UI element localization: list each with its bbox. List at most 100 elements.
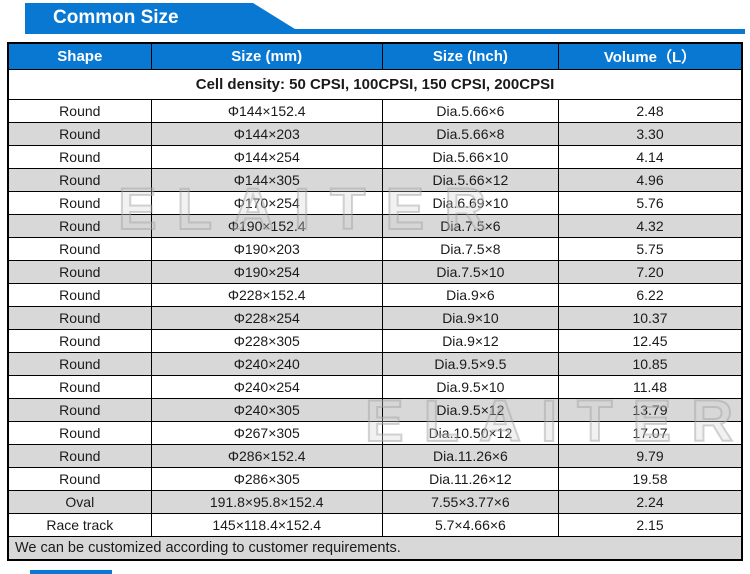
table-row: Round Φ228×254 Dia.9×10 10.37 (7, 306, 743, 330)
table-cell: Φ190×254 (150, 260, 383, 284)
table-cell: Dia.7.5×10 (381, 260, 559, 284)
table-cell: Dia.9.5×12 (381, 398, 559, 422)
section-title: Common Size (53, 7, 179, 28)
table-cell: 7.55×3.77×6 (381, 490, 559, 514)
column-header-size-inch: Size (Inch) (381, 42, 559, 70)
table-cell: Round (7, 260, 152, 284)
table-cell: 5.7×4.66×6 (381, 513, 559, 537)
table-cell: Race track (7, 513, 152, 537)
table-cell: 5.75 (557, 237, 743, 261)
table-cell: Dia.11.26×12 (381, 467, 559, 491)
table-cell: Φ144×152.4 (150, 99, 383, 123)
table-row: Round Φ228×305 Dia.9×12 12.45 (7, 329, 743, 353)
table-cell: Round (7, 283, 152, 307)
table-row: Round Φ170×254 Dia.6.69×10 5.76 (7, 191, 743, 215)
section-banner-wrap: Common Size (25, 3, 745, 34)
table-cell: 11.48 (557, 375, 743, 399)
table-cell: Φ170×254 (150, 191, 383, 215)
table-cell: Dia.5.66×10 (381, 145, 559, 169)
table-cell: Dia.7.5×8 (381, 237, 559, 261)
table-row: Round Φ228×152.4 Dia.9×6 6.22 (7, 283, 743, 307)
table-cell: Φ190×203 (150, 237, 383, 261)
cell-density-caption: Cell density: 50 CPSI, 100CPSI, 150 CPSI… (7, 69, 743, 100)
table-cell: Φ240×305 (150, 398, 383, 422)
table-cell: Round (7, 352, 152, 376)
table-cell: Dia.5.66×12 (381, 168, 559, 192)
column-header-volume: Volume（L） (557, 42, 743, 70)
banner-underline (25, 29, 745, 34)
column-header-size-mm: Size (mm) (150, 42, 383, 70)
table-cell: 2.24 (557, 490, 743, 514)
table-cell: Φ228×152.4 (150, 283, 383, 307)
table-row: Round Φ240×240 Dia.9.5×9.5 10.85 (7, 352, 743, 376)
table-cell: Round (7, 99, 152, 123)
table-cell: Round (7, 421, 152, 445)
table-cell: 17.07 (557, 421, 743, 445)
table-row: Round Φ286×152.4 Dia.11.26×6 9.79 (7, 444, 743, 468)
table-cell: 10.85 (557, 352, 743, 376)
table-row: Race track 145×118.4×152.4 5.7×4.66×6 2.15 (7, 513, 743, 537)
table-cell: Φ267×305 (150, 421, 383, 445)
table-cell: Round (7, 191, 152, 215)
table-cell: 19.58 (557, 467, 743, 491)
table-cell: Round (7, 306, 152, 330)
table-row: Round Φ190×152.4 Dia.7.5×6 4.32 (7, 214, 743, 238)
table-cell: Dia.9×6 (381, 283, 559, 307)
table-header-row: Shape Size (mm) Size (Inch) Volume（L） (7, 42, 743, 70)
table-cell: 145×118.4×152.4 (150, 513, 383, 537)
table-cell: 7.20 (557, 260, 743, 284)
table-cell: 5.76 (557, 191, 743, 215)
table-cell: 4.14 (557, 145, 743, 169)
table-row: Round Φ190×254 Dia.7.5×10 7.20 (7, 260, 743, 284)
table-row: Round Φ144×203 Dia.5.66×8 3.30 (7, 122, 743, 146)
table-cell: Round (7, 214, 152, 238)
table-cell: 3.30 (557, 122, 743, 146)
table-cell: 191.8×95.8×152.4 (150, 490, 383, 514)
section-banner: Common Size (25, 3, 303, 34)
table-row: Round Φ190×203 Dia.7.5×8 5.75 (7, 237, 743, 261)
table-cell: Dia.9.5×10 (381, 375, 559, 399)
table-cell: Φ286×152.4 (150, 444, 383, 468)
table-cell: Dia.9×12 (381, 329, 559, 353)
table-cell: Round (7, 122, 152, 146)
column-header-shape: Shape (7, 42, 152, 70)
table-cell: Round (7, 375, 152, 399)
table-row: Round Φ286×305 Dia.11.26×12 19.58 (7, 467, 743, 491)
table-cell: Dia.5.66×6 (381, 99, 559, 123)
table-row: Oval 191.8×95.8×152.4 7.55×3.77×6 2.24 (7, 490, 743, 514)
table-cell: Φ240×254 (150, 375, 383, 399)
table-cell: Φ144×254 (150, 145, 383, 169)
next-section-banner-edge (30, 570, 112, 574)
table-cell: Round (7, 398, 152, 422)
table-cell: 10.37 (557, 306, 743, 330)
table-cell: Φ228×305 (150, 329, 383, 353)
table-cell: Round (7, 444, 152, 468)
table-cell: Round (7, 237, 152, 261)
table-cell: Φ228×254 (150, 306, 383, 330)
table-cell: Dia.10.50×12 (381, 421, 559, 445)
table-cell: 2.15 (557, 513, 743, 537)
table-cell: 4.96 (557, 168, 743, 192)
table-cell: Φ240×240 (150, 352, 383, 376)
table-cell: 2.48 (557, 99, 743, 123)
table-cell: Dia.6.69×10 (381, 191, 559, 215)
table-cell: 13.79 (557, 398, 743, 422)
table-row: Round Φ267×305 Dia.10.50×12 17.07 (7, 421, 743, 445)
table-cell: Dia.7.5×6 (381, 214, 559, 238)
table-cell: Φ286×305 (150, 467, 383, 491)
cell-density-caption-row: Cell density: 50 CPSI, 100CPSI, 150 CPSI… (7, 69, 743, 100)
table-cell: Dia.9.5×9.5 (381, 352, 559, 376)
table-cell: Oval (7, 490, 152, 514)
table-cell: Φ144×203 (150, 122, 383, 146)
table-cell: Dia.5.66×8 (381, 122, 559, 146)
table-cell: Round (7, 168, 152, 192)
table-cell: Round (7, 145, 152, 169)
table-cell: Round (7, 329, 152, 353)
table-cell: Φ190×152.4 (150, 214, 383, 238)
table-row: Round Φ240×254 Dia.9.5×10 11.48 (7, 375, 743, 399)
table-cell: 12.45 (557, 329, 743, 353)
table-row: Round Φ144×152.4 Dia.5.66×6 2.48 (7, 99, 743, 123)
table-footer-row: We can be customized according to custom… (7, 536, 743, 561)
table-row: Round Φ240×305 Dia.9.5×12 13.79 (7, 398, 743, 422)
